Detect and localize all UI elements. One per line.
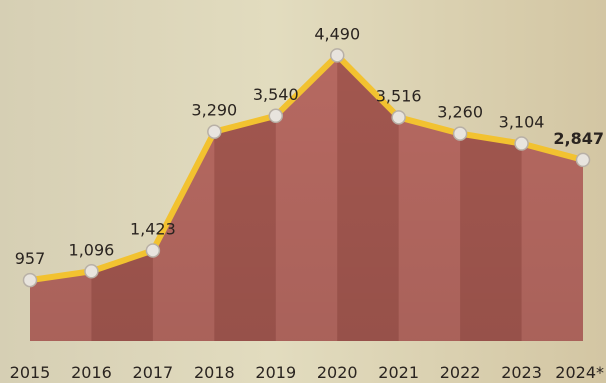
data-label-2023: 3,104 <box>499 113 545 132</box>
data-label-2015: 957 <box>15 249 46 268</box>
x-tick-label-2020: 2020 <box>317 363 358 382</box>
x-tick-label-2021: 2021 <box>378 363 419 382</box>
data-label-2024*: 2,847 <box>553 129 604 148</box>
x-tick-label-2018: 2018 <box>194 363 235 382</box>
data-point-group <box>22 48 591 288</box>
data-point-2017 <box>145 243 161 258</box>
x-tick-label-2015: 2015 <box>10 363 51 382</box>
x-tick-label-2019: 2019 <box>255 363 296 382</box>
data-point-2015 <box>22 272 38 288</box>
data-label-2018: 3,290 <box>191 101 237 120</box>
data-point-2019 <box>268 108 284 124</box>
series-line <box>27 52 586 284</box>
data-label-2016: 1,096 <box>69 240 115 259</box>
x-tick-label-2024*: 2024* <box>555 363 604 382</box>
data-label-2020: 4,490 <box>314 24 360 43</box>
x-tick-label-2023: 2023 <box>501 363 542 382</box>
series-line-group <box>27 52 586 284</box>
data-point-2018 <box>207 124 222 139</box>
data-label-group: 957 1,096 1,423 3,290 3,540 4,490 3,516 3,260 3,… <box>15 24 604 268</box>
data-point-2020 <box>329 48 345 63</box>
data-label-2021: 3,516 <box>376 86 422 105</box>
data-point-2024* <box>575 152 591 168</box>
x-tick-label-2017: 2017 <box>133 363 174 382</box>
data-point-2016 <box>84 264 99 279</box>
data-point-2021 <box>391 110 406 125</box>
data-point-2022 <box>452 126 468 141</box>
x-tick-label-2016: 2016 <box>71 363 112 382</box>
data-label-2019: 3,540 <box>253 85 299 104</box>
data-label-2017: 1,423 <box>130 219 176 238</box>
x-tick-label-2022: 2022 <box>440 363 481 382</box>
x-axis-tick-group: 2015 2016 2017 2018 2019 2020 2021 2022 2023 2024… <box>10 363 604 382</box>
data-point-2023 <box>514 136 529 151</box>
data-label-2022: 3,260 <box>437 103 483 122</box>
